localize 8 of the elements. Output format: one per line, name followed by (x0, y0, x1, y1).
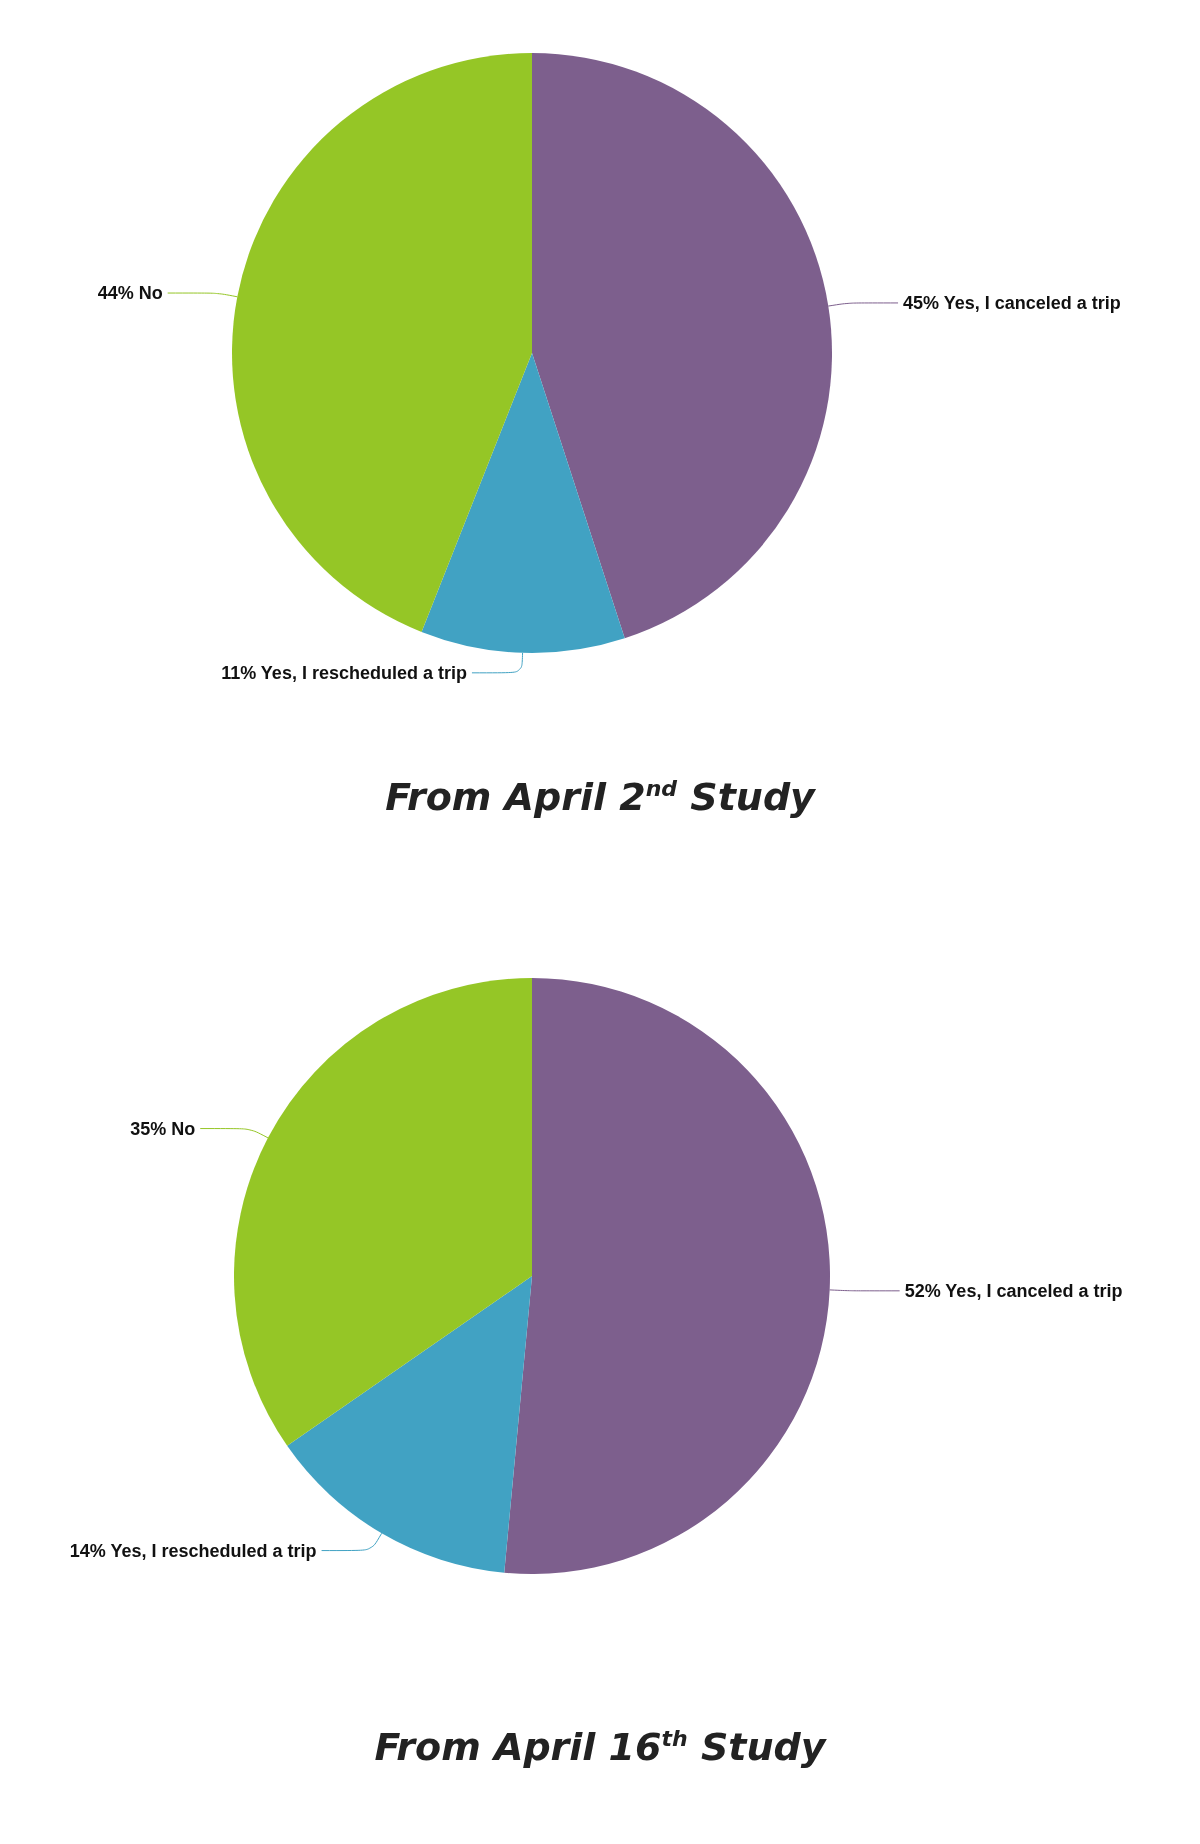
text: From April 16$^{th}$ Study (373, 1725, 828, 1769)
slice-label: 45% Yes, I canceled a trip (903, 292, 1121, 313)
slice-label: 14% Yes, I rescheduled a trip (69, 1540, 317, 1561)
slice-label: 35% No (130, 1118, 196, 1139)
text: From April 2$^{nd}$ Study (384, 775, 817, 819)
slice-label: 11% Yes, I rescheduled a trip (221, 662, 467, 683)
slice-label: 52% Yes, I canceled a trip (904, 1280, 1123, 1301)
slice-label: 44% No (97, 283, 163, 304)
